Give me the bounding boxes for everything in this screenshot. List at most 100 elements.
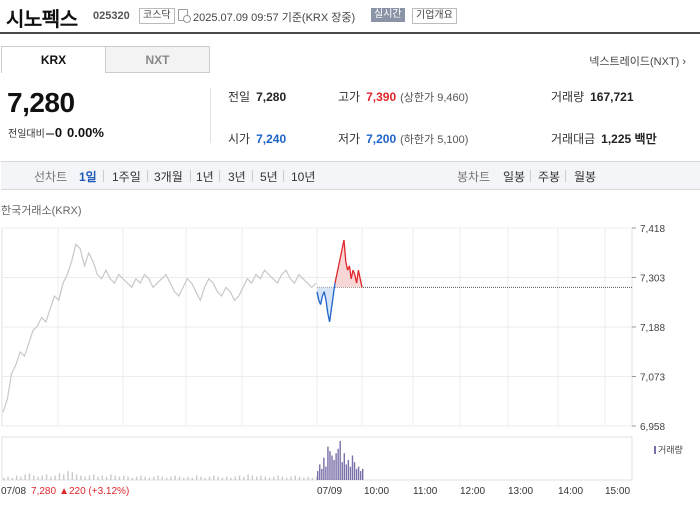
volume-bar bbox=[135, 476, 138, 480]
period-bar: 선차트 1일 1주일 3개월 1년 3년 5년 10년 봉차트 일봉 주봉 월봉 bbox=[1, 161, 700, 190]
volume-bar bbox=[230, 477, 232, 480]
volume-bar bbox=[298, 476, 301, 480]
period-1d[interactable]: 1일 bbox=[79, 170, 97, 184]
prev-price: 7,280 bbox=[31, 486, 57, 497]
volume-bar bbox=[3, 477, 5, 480]
series-today-segment bbox=[332, 283, 336, 297]
document-search-icon[interactable] bbox=[178, 9, 191, 23]
tab-krx[interactable]: KRX bbox=[1, 46, 106, 73]
volume-bar bbox=[183, 477, 185, 480]
volume-bar bbox=[101, 475, 104, 480]
series-today-segment bbox=[343, 239, 347, 262]
volume-bar bbox=[260, 475, 262, 480]
volume-bar bbox=[317, 471, 319, 480]
x-tick-label: 12:00 bbox=[460, 486, 486, 497]
change-percent: 0.00% bbox=[67, 125, 104, 140]
volume-bar bbox=[290, 476, 292, 480]
volume-bar bbox=[28, 473, 31, 480]
current-price: 7,280 bbox=[7, 87, 75, 118]
volume-bar bbox=[7, 476, 9, 480]
prev-change: ▲220 (+3.12%) bbox=[59, 486, 130, 497]
period-5y[interactable]: 5년 bbox=[260, 170, 278, 184]
y-tick-label: 7,073 bbox=[640, 373, 665, 384]
series-today-segment bbox=[336, 265, 340, 275]
stat-value: 7,240 bbox=[256, 132, 287, 146]
candle-daily[interactable]: 일봉 bbox=[503, 170, 526, 184]
stat-label: 전일 bbox=[228, 90, 251, 104]
chart-grid bbox=[1, 227, 633, 481]
divider bbox=[219, 170, 220, 182]
volume-bar bbox=[349, 466, 352, 480]
volume-bar bbox=[157, 475, 159, 480]
volume-bar bbox=[264, 476, 266, 480]
volume-bar bbox=[208, 476, 211, 480]
line-chart-label: 선차트 bbox=[34, 170, 68, 184]
series-today-segment bbox=[355, 270, 360, 284]
y-tick-label: 7,188 bbox=[640, 323, 665, 334]
upper-limit: (상한가 9,460) bbox=[400, 92, 469, 104]
volume-bar bbox=[58, 473, 61, 480]
volume-bar bbox=[217, 476, 219, 480]
candle-weekly[interactable]: 주봉 bbox=[538, 170, 561, 184]
series-today-segment bbox=[359, 278, 363, 288]
volume-bar bbox=[191, 477, 194, 480]
series-today-segment bbox=[348, 265, 352, 279]
volume-bar bbox=[140, 475, 142, 480]
period-1y[interactable]: 1년 bbox=[196, 170, 214, 184]
volume-bar bbox=[67, 471, 69, 480]
volume-bar bbox=[88, 475, 91, 480]
stat-value: 7,390 bbox=[366, 90, 397, 104]
price-chart[interactable]: 7,418 7,303 7,188 7,073 6,958 bbox=[0, 215, 700, 485]
volume-bar bbox=[174, 475, 176, 480]
volume-bar bbox=[153, 476, 155, 480]
realtime-button[interactable]: 실시간 bbox=[371, 8, 405, 22]
volume-bar bbox=[234, 476, 236, 480]
volume-bar bbox=[243, 476, 245, 480]
volume-bar bbox=[307, 476, 309, 480]
volume-bar bbox=[178, 476, 181, 480]
volume-bar bbox=[131, 477, 134, 480]
divider bbox=[210, 88, 211, 143]
stat-open: 시가 7,240 bbox=[228, 130, 286, 147]
y-tick-label: 6,958 bbox=[640, 422, 665, 433]
volume-bar bbox=[303, 477, 305, 480]
nxt-link[interactable]: 넥스트레이드(NXT) › bbox=[589, 53, 686, 69]
company-info-button[interactable]: 기업개요 bbox=[412, 8, 457, 24]
stat-volume: 거래량 167,721 bbox=[551, 88, 634, 105]
volume-bar bbox=[75, 474, 78, 480]
volume-bar bbox=[195, 475, 198, 480]
y-tick-label: 7,418 bbox=[640, 224, 665, 235]
change-value: 0 bbox=[54, 125, 63, 140]
volume-bar bbox=[285, 477, 288, 480]
stat-amount: 거래대금 1,225 백만 bbox=[551, 130, 657, 147]
volume-bar bbox=[105, 476, 108, 480]
volume-bar bbox=[71, 472, 74, 480]
period-10y[interactable]: 10년 bbox=[291, 170, 316, 184]
volume-bar bbox=[357, 466, 360, 480]
volume-bar bbox=[20, 476, 22, 480]
volume-bar bbox=[329, 451, 331, 480]
tab-nxt[interactable]: NXT bbox=[105, 46, 210, 73]
series-today-segment bbox=[330, 295, 334, 310]
series-today-segment bbox=[337, 257, 342, 267]
volume-bar bbox=[45, 474, 48, 480]
lower-limit: (하한가 5,100) bbox=[400, 134, 469, 146]
volume-bar bbox=[24, 474, 26, 480]
volume-bar bbox=[323, 457, 325, 480]
series-today-segment bbox=[345, 261, 349, 271]
volume-bar bbox=[225, 476, 228, 480]
volume-bar bbox=[294, 475, 296, 480]
period-3m[interactable]: 3개월 bbox=[154, 170, 183, 184]
data-source: 한국거래소(KRX) bbox=[1, 205, 82, 217]
divider bbox=[190, 170, 191, 182]
volume-bar bbox=[273, 476, 275, 480]
series-today-segment bbox=[339, 248, 343, 258]
volume-bar bbox=[238, 475, 241, 480]
period-3y[interactable]: 3년 bbox=[228, 170, 246, 184]
volume-bar bbox=[247, 474, 249, 480]
volume-bar bbox=[165, 477, 168, 480]
period-1w[interactable]: 1주일 bbox=[112, 170, 141, 184]
volume-bar bbox=[114, 475, 116, 480]
divider bbox=[530, 170, 531, 182]
candle-monthly[interactable]: 월봉 bbox=[574, 170, 597, 184]
